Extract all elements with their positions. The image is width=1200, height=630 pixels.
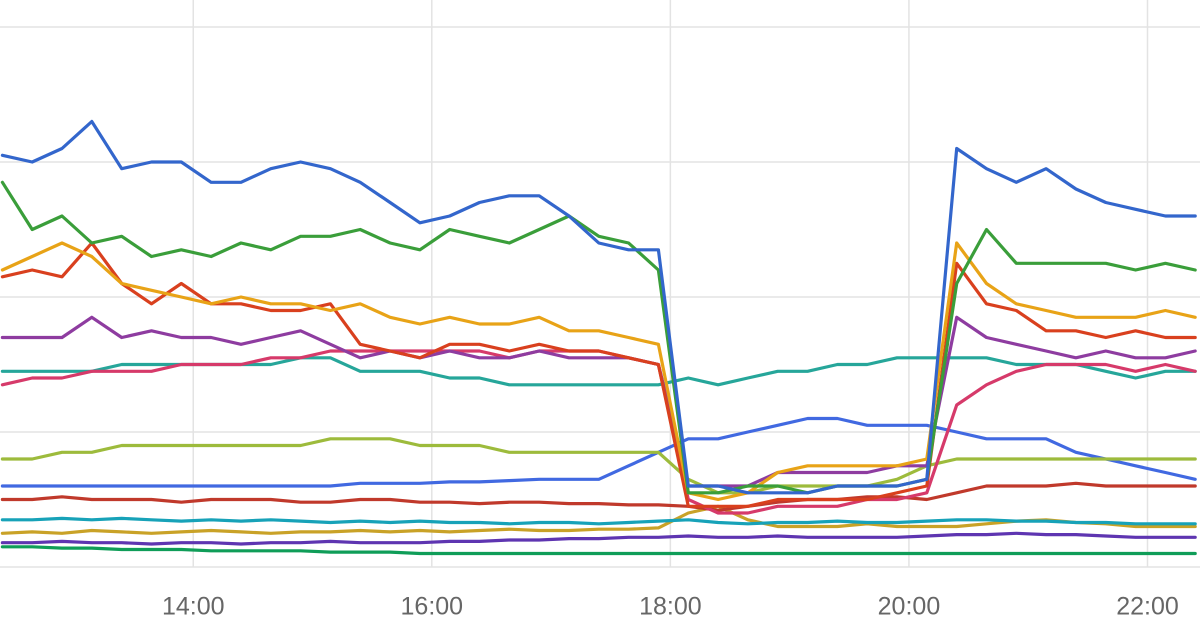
plot-lines [0, 119, 1197, 556]
x-tick-label: 22:00 [1116, 593, 1179, 621]
series-line [0, 531, 1197, 546]
series-line [0, 119, 1197, 495]
series-line [0, 504, 1197, 535]
x-tick-label: 16:00 [401, 593, 464, 621]
series-line [0, 481, 1197, 512]
series-line [0, 241, 1197, 502]
series-line [0, 516, 1197, 526]
series-line [0, 315, 1197, 488]
x-tick-label: 14:00 [162, 593, 225, 621]
x-axis: 14:00 16:00 18:00 20:00 22:00 [162, 593, 1179, 621]
series-line [0, 241, 1197, 508]
series-line [0, 180, 1197, 495]
series-line [0, 416, 1197, 488]
x-tick-label: 20:00 [878, 593, 941, 621]
x-tick-label: 18:00 [639, 593, 702, 621]
series-line [0, 437, 1197, 495]
series-line [0, 545, 1197, 556]
